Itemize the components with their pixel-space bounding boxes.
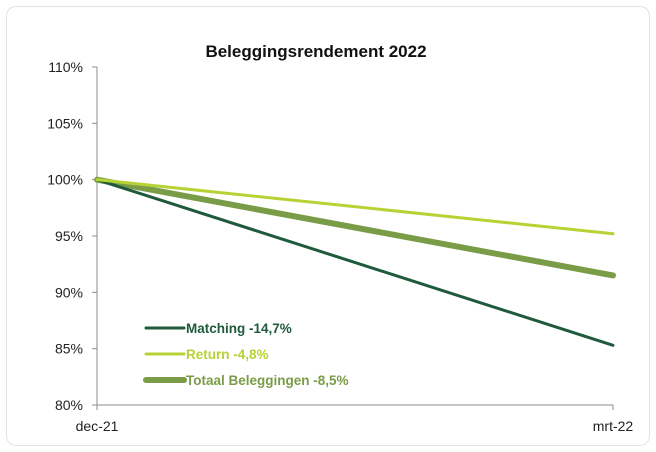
y-axis-ticks: 80% 85% 90% 95% 100% 105% 110% bbox=[47, 59, 97, 413]
series-line bbox=[95, 178, 615, 347]
y-tick-label: 95% bbox=[55, 228, 83, 244]
legend-label: Matching -14,7% bbox=[186, 321, 292, 336]
y-tick-label: 80% bbox=[55, 397, 83, 413]
x-tick-label: dec-21 bbox=[76, 418, 119, 434]
legend-label: Totaal Beleggingen -8,5% bbox=[186, 373, 349, 388]
y-tick-label: 110% bbox=[48, 59, 83, 75]
x-axis-ticks: dec-21 mrt-22 bbox=[76, 405, 634, 434]
y-tick-label: 100% bbox=[47, 172, 83, 188]
series-line bbox=[95, 178, 615, 236]
series-lines bbox=[94, 176, 616, 347]
legend-label: Return -4,8% bbox=[186, 347, 269, 362]
chart-title: Beleggingsrendement 2022 bbox=[205, 42, 426, 61]
series-line bbox=[94, 176, 616, 279]
y-tick-label: 85% bbox=[55, 341, 83, 357]
y-tick-label: 90% bbox=[55, 284, 83, 300]
y-tick-label: 105% bbox=[47, 115, 83, 131]
x-tick-label: mrt-22 bbox=[593, 418, 634, 434]
legend: Matching -14,7% Return -4,8% Totaal Belegg… bbox=[143, 321, 349, 388]
